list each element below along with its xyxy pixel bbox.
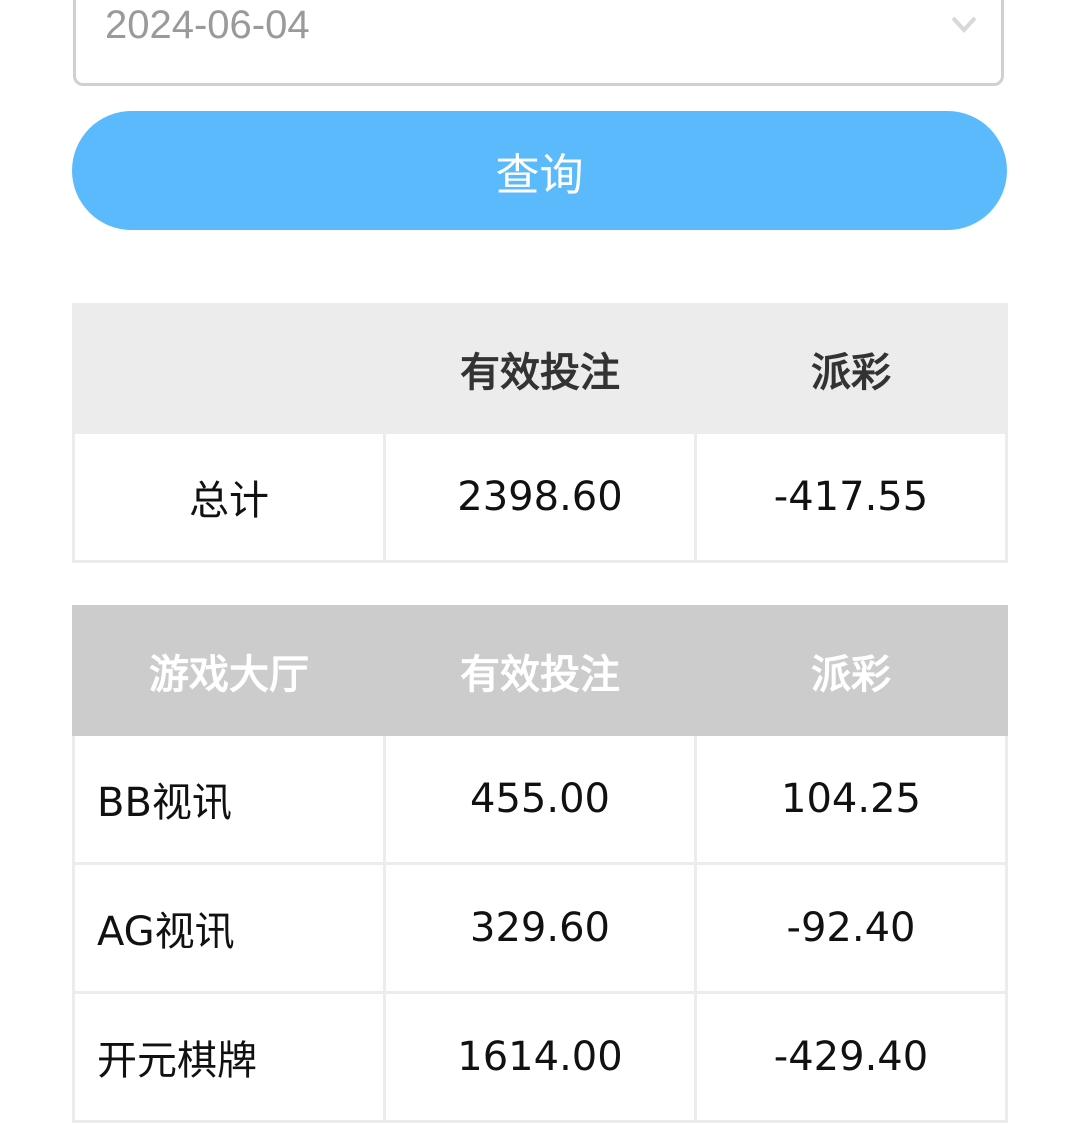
game-hall-name: 开元棋牌 [72, 991, 386, 1123]
total-valid-bet: 2398.60 [383, 431, 697, 563]
game-hall-name: BB视讯 [72, 733, 386, 865]
header-game-hall: 游戏大厅 [72, 605, 386, 736]
header-payout: 派彩 [694, 303, 1008, 434]
valid-bet: 1614.00 [383, 991, 697, 1123]
chevron-down-icon [951, 16, 977, 33]
detail-table: 游戏大厅 有效投注 派彩 BB视讯 455.00 104.25 AG视讯 329… [72, 605, 1008, 1123]
table-row: AG视讯 329.60 -92.40 [72, 862, 1008, 994]
table-row: BB视讯 455.00 104.25 [72, 733, 1008, 865]
header-empty [72, 303, 386, 434]
summary-header-row: 有效投注 派彩 [72, 303, 1008, 434]
query-button[interactable]: 查询 [72, 111, 1007, 230]
date-value: 2024-06-04 [105, 3, 310, 47]
header-valid-bet: 有效投注 [383, 303, 697, 434]
summary-table: 有效投注 派彩 总计 2398.60 -417.55 [72, 303, 1008, 563]
payout: 104.25 [694, 733, 1008, 865]
summary-total-row: 总计 2398.60 -417.55 [72, 431, 1008, 563]
header-payout: 派彩 [694, 605, 1008, 736]
valid-bet: 329.60 [383, 862, 697, 994]
header-valid-bet: 有效投注 [383, 605, 697, 736]
total-payout: -417.55 [694, 431, 1008, 563]
payout: -92.40 [694, 862, 1008, 994]
total-label: 总计 [72, 431, 386, 563]
game-hall-name: AG视讯 [72, 862, 386, 994]
table-row: 开元棋牌 1614.00 -429.40 [72, 991, 1008, 1123]
date-select[interactable]: 2024-06-04 [73, 0, 1004, 86]
valid-bet: 455.00 [383, 733, 697, 865]
payout: -429.40 [694, 991, 1008, 1123]
detail-header-row: 游戏大厅 有效投注 派彩 [72, 605, 1008, 736]
